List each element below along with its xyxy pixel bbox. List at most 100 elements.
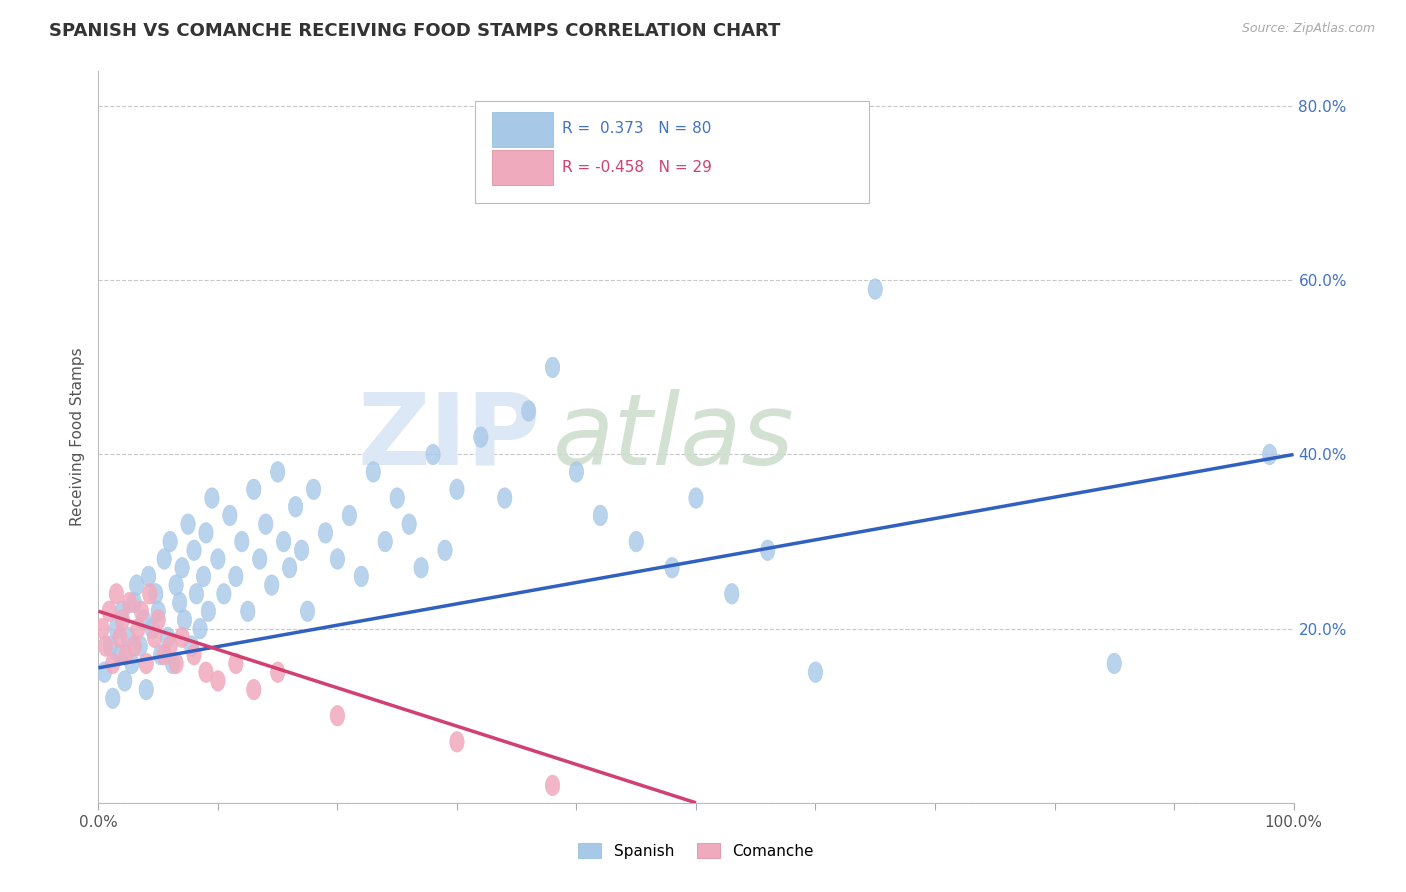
Ellipse shape: [294, 540, 309, 560]
Ellipse shape: [330, 549, 344, 569]
Ellipse shape: [134, 636, 148, 657]
Ellipse shape: [97, 662, 111, 682]
Ellipse shape: [148, 627, 162, 648]
Text: ZIP: ZIP: [357, 389, 541, 485]
Ellipse shape: [110, 618, 124, 639]
Ellipse shape: [330, 706, 344, 726]
Ellipse shape: [211, 549, 225, 569]
Ellipse shape: [761, 540, 775, 560]
Ellipse shape: [139, 653, 153, 673]
Ellipse shape: [129, 574, 143, 595]
Ellipse shape: [136, 610, 150, 630]
Ellipse shape: [118, 671, 132, 691]
Ellipse shape: [318, 523, 333, 543]
Ellipse shape: [105, 688, 120, 708]
Ellipse shape: [259, 514, 273, 534]
Ellipse shape: [118, 645, 134, 665]
Y-axis label: Receiving Food Stamps: Receiving Food Stamps: [69, 348, 84, 526]
Text: atlas: atlas: [553, 389, 794, 485]
Ellipse shape: [546, 357, 560, 377]
Ellipse shape: [277, 532, 291, 552]
Ellipse shape: [426, 444, 440, 465]
Ellipse shape: [181, 514, 195, 534]
Ellipse shape: [270, 462, 285, 483]
Ellipse shape: [378, 532, 392, 552]
Ellipse shape: [342, 505, 357, 525]
Ellipse shape: [145, 618, 159, 639]
Ellipse shape: [150, 610, 166, 630]
Ellipse shape: [222, 505, 238, 525]
Ellipse shape: [201, 601, 215, 622]
Ellipse shape: [569, 462, 583, 483]
Ellipse shape: [522, 401, 536, 421]
Ellipse shape: [149, 583, 163, 604]
Ellipse shape: [110, 583, 124, 604]
Ellipse shape: [301, 601, 315, 622]
Ellipse shape: [121, 627, 135, 648]
Ellipse shape: [193, 618, 207, 639]
Ellipse shape: [173, 592, 187, 613]
Ellipse shape: [724, 583, 740, 604]
Ellipse shape: [264, 574, 278, 595]
Ellipse shape: [546, 775, 560, 796]
FancyBboxPatch shape: [492, 112, 553, 146]
Ellipse shape: [169, 653, 183, 673]
Ellipse shape: [122, 592, 136, 613]
Ellipse shape: [246, 479, 262, 500]
Ellipse shape: [270, 662, 285, 682]
Ellipse shape: [105, 653, 120, 673]
Ellipse shape: [450, 479, 464, 500]
Ellipse shape: [139, 680, 153, 700]
Ellipse shape: [437, 540, 453, 560]
Ellipse shape: [205, 488, 219, 508]
Text: R =  0.373   N = 80: R = 0.373 N = 80: [562, 121, 711, 136]
Ellipse shape: [402, 514, 416, 534]
Ellipse shape: [253, 549, 267, 569]
Legend: Spanish, Comanche: Spanish, Comanche: [572, 837, 820, 864]
Ellipse shape: [283, 558, 297, 578]
Ellipse shape: [187, 540, 201, 560]
Ellipse shape: [389, 488, 405, 508]
Ellipse shape: [198, 523, 214, 543]
Ellipse shape: [217, 583, 231, 604]
Text: SPANISH VS COMANCHE RECEIVING FOOD STAMPS CORRELATION CHART: SPANISH VS COMANCHE RECEIVING FOOD STAMP…: [49, 22, 780, 40]
Ellipse shape: [307, 479, 321, 500]
Ellipse shape: [127, 592, 142, 613]
Ellipse shape: [229, 566, 243, 587]
Ellipse shape: [112, 627, 127, 648]
Ellipse shape: [665, 558, 679, 578]
Ellipse shape: [689, 488, 703, 508]
Ellipse shape: [184, 636, 198, 657]
Ellipse shape: [157, 549, 172, 569]
Ellipse shape: [229, 653, 243, 673]
Ellipse shape: [135, 601, 149, 622]
Ellipse shape: [127, 636, 142, 657]
Ellipse shape: [115, 601, 129, 622]
Ellipse shape: [160, 627, 174, 648]
Ellipse shape: [131, 618, 145, 639]
FancyBboxPatch shape: [492, 151, 553, 186]
Ellipse shape: [153, 645, 167, 665]
Ellipse shape: [98, 636, 112, 657]
Ellipse shape: [240, 601, 254, 622]
Ellipse shape: [498, 488, 512, 508]
Ellipse shape: [142, 566, 156, 587]
Ellipse shape: [103, 636, 118, 657]
Ellipse shape: [288, 497, 302, 517]
Ellipse shape: [211, 671, 225, 691]
Ellipse shape: [1263, 444, 1277, 465]
FancyBboxPatch shape: [475, 101, 869, 203]
Ellipse shape: [115, 610, 129, 630]
Ellipse shape: [94, 618, 110, 639]
Ellipse shape: [166, 653, 180, 673]
Ellipse shape: [174, 627, 190, 648]
Ellipse shape: [1107, 653, 1122, 673]
Ellipse shape: [103, 601, 117, 622]
Ellipse shape: [163, 532, 177, 552]
Ellipse shape: [125, 653, 139, 673]
Ellipse shape: [112, 645, 127, 665]
Text: R = -0.458   N = 29: R = -0.458 N = 29: [562, 160, 711, 175]
Ellipse shape: [190, 583, 204, 604]
Ellipse shape: [198, 662, 214, 682]
Ellipse shape: [174, 558, 190, 578]
